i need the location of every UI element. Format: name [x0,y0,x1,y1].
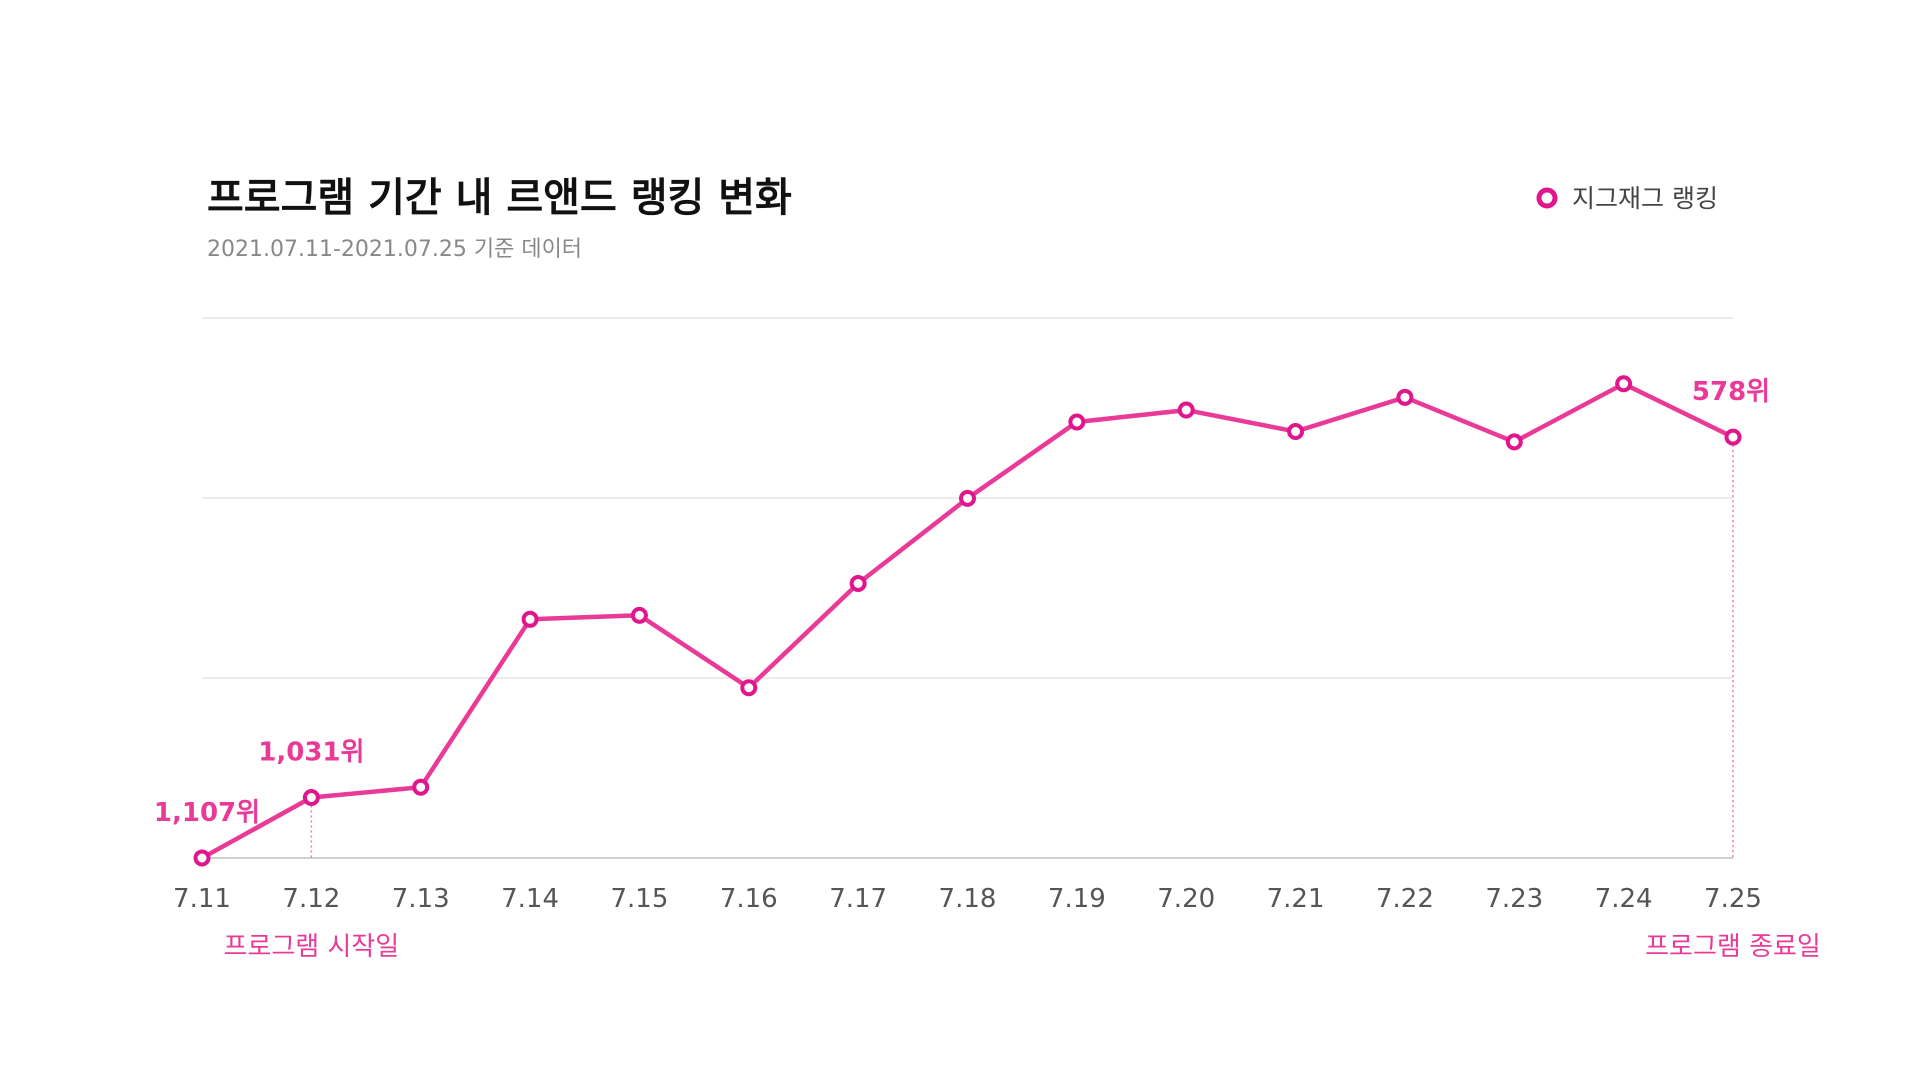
x-tick-7.24: 7.24 [1595,884,1653,914]
x-tick-7.12: 7.12 [282,884,340,914]
data-point-7.19 [1068,413,1086,431]
x-tick-7.25: 7.25 [1704,884,1762,914]
data-point-7.20 [1177,401,1195,419]
x-tick-7.16: 7.16 [720,884,778,914]
data-point-7.22 [1396,388,1414,406]
chart-title: 프로그램 기간 내 르앤드 랭킹 변화 [207,175,792,221]
x-tick-7.11: 7.11 [173,884,231,914]
data-point-7.24 [1615,375,1633,393]
legend-marker-icon [1536,187,1558,209]
data-point-7.16 [740,679,758,697]
data-point-7.23 [1505,433,1523,451]
data-point-7.14 [521,610,539,628]
x-tick-7.23: 7.23 [1485,884,1543,914]
data-point-7.18 [959,489,976,507]
guide-lines [310,445,1734,858]
data-point-7.11 [193,849,211,867]
data-point-7.13 [412,778,430,796]
x-tick-7.17: 7.17 [829,884,887,914]
annotation-7.25: 프로그램 종료일 [1645,932,1821,962]
data-label-7.25: 578위 [1692,377,1770,407]
x-tick-7.15: 7.15 [610,884,668,914]
series-line-layer [199,381,1736,861]
series-line [199,381,1736,861]
legend: 지그재그 랭킹 [1536,184,1718,213]
x-tick-7.21: 7.21 [1267,884,1325,914]
data-point-7.25 [1724,428,1742,446]
data-point-7.12 [302,789,320,807]
legend-label: 지그재그 랭킹 [1572,184,1718,213]
data-label-7.11: 1,107위 [154,798,260,828]
data-point-7.15 [630,606,648,624]
data-point-7.21 [1287,423,1305,441]
x-tick-7.19: 7.19 [1048,884,1106,914]
x-tick-7.14: 7.14 [501,884,559,914]
annotations: 프로그램 시작일 프로그램 종료일 [223,932,1820,962]
x-tick-7.18: 7.18 [939,884,997,914]
x-axis-ticks: 7.11 7.12 7.13 7.14 7.15 7.16 7.17 7.18 7.19 7.20… [173,884,1762,914]
data-point-7.17 [849,575,867,593]
data-points [193,375,1742,867]
grid-lines [202,317,1733,859]
x-tick-7.13: 7.13 [392,884,450,914]
data-label-7.12: 1,031위 [258,738,364,768]
x-tick-7.20: 7.20 [1157,884,1215,914]
data-labels: 1,107위 1,031위 578위 [154,377,1770,828]
annotation-7.12: 프로그램 시작일 [223,932,399,962]
chart-subtitle: 2021.07.11-2021.07.25 기준 데이터 [207,237,582,262]
x-tick-7.22: 7.22 [1376,884,1434,914]
